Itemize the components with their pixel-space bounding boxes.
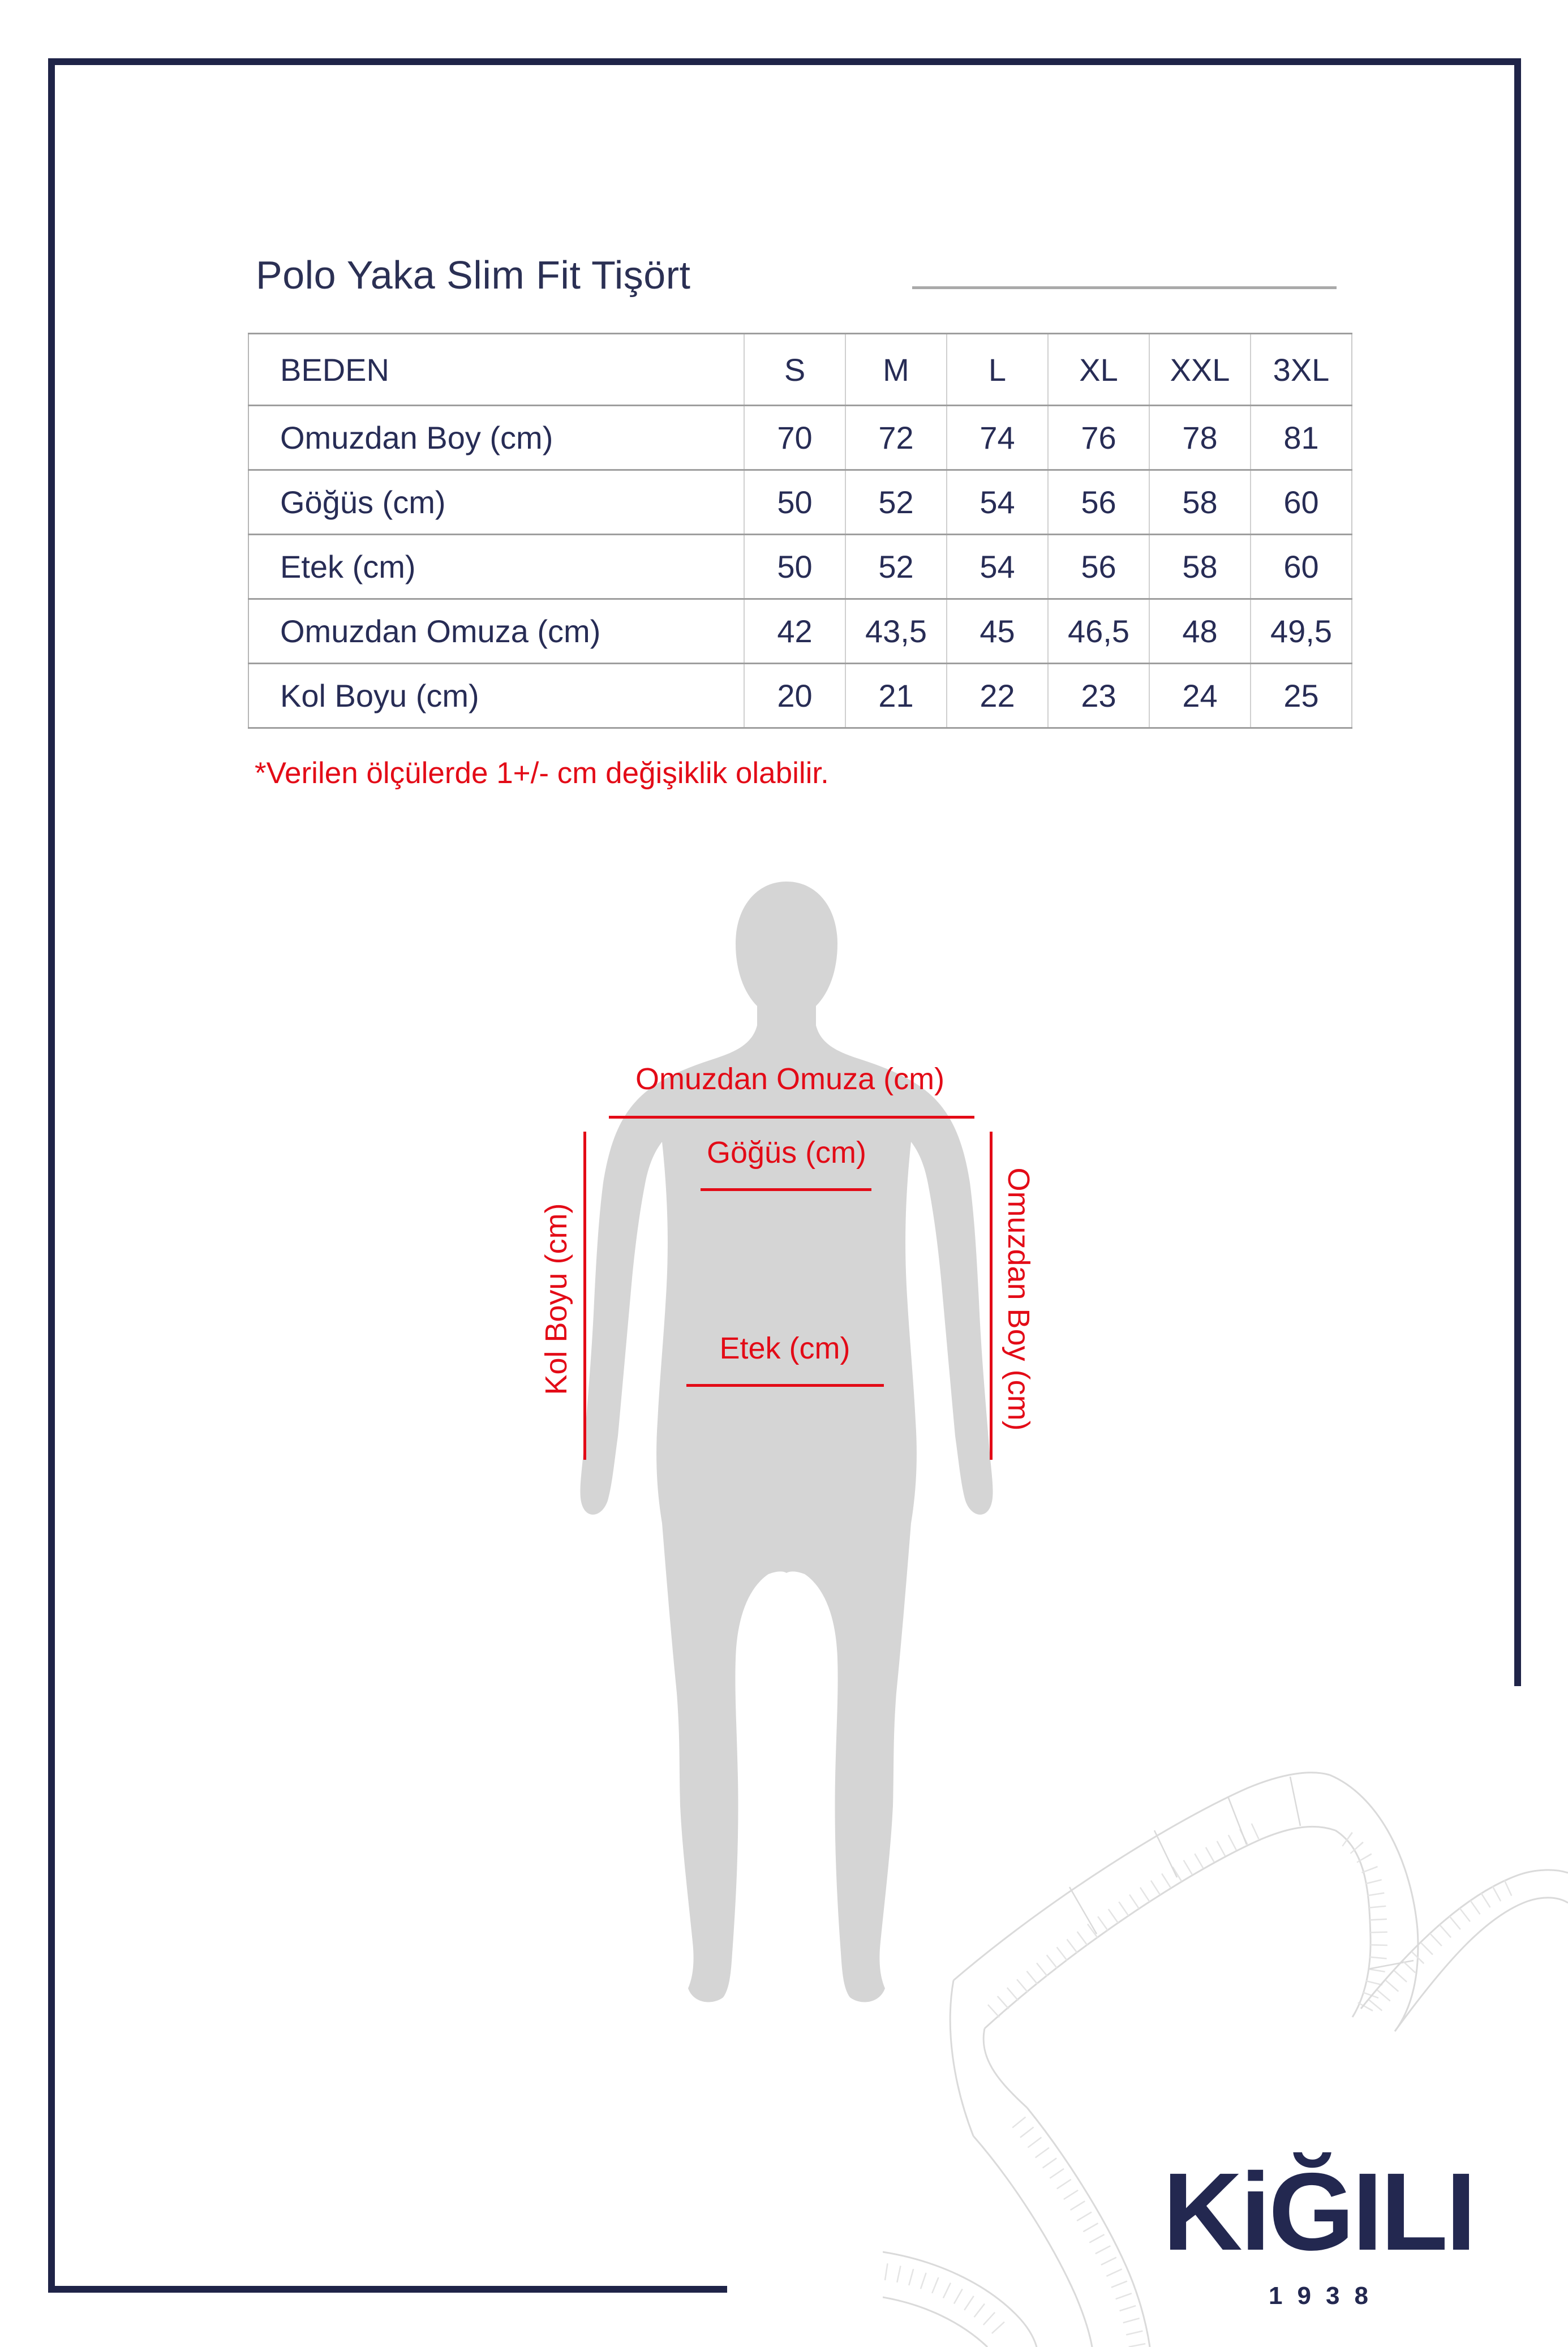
measurement-value: 23 [1047, 663, 1149, 728]
measurement-value: 43,5 [845, 598, 947, 664]
frame-left-line [48, 58, 55, 2293]
label-sleeve: Kol Boyu (cm) [539, 1203, 573, 1395]
label-shoulder-length: Omuzdan Boy (cm) [1002, 1167, 1036, 1431]
measurement-value: 50 [744, 534, 845, 599]
column-header-size: 3XL [1250, 333, 1352, 406]
measurement-value: 46,5 [1047, 598, 1149, 664]
frame-right-line [1514, 58, 1521, 1686]
brand-year: 1938 [1269, 2282, 1383, 2310]
line-hem [686, 1384, 884, 1387]
size-table-header-row: BEDEN S M L XL XXL 3XL [248, 333, 1352, 406]
measurement-value: 52 [845, 534, 947, 599]
measurement-value: 52 [845, 469, 947, 535]
line-chest [701, 1188, 871, 1191]
label-hem: Etek (cm) [719, 1331, 850, 1365]
measurement-value: 72 [845, 405, 947, 470]
measurement-value: 42 [744, 598, 845, 664]
measurement-value: 45 [946, 598, 1048, 664]
page-title: Polo Yaka Slim Fit Tişört [256, 253, 691, 297]
column-header-beden: BEDEN [280, 351, 389, 388]
line-sleeve [583, 1132, 586, 1460]
measurement-value: 50 [744, 469, 845, 535]
row-label: Kol Boyu (cm) [248, 663, 744, 728]
row-label: Omuzdan Omuza (cm) [248, 598, 744, 664]
line-shoulder-length [990, 1132, 993, 1460]
frame-top-line [48, 58, 1521, 65]
measurement-value: 70 [744, 405, 845, 470]
tolerance-note: *Verilen ölçülerde 1+/- cm değişiklik ol… [255, 756, 829, 790]
measurement-value: 48 [1149, 598, 1251, 664]
measurement-value: 58 [1149, 469, 1251, 535]
measurement-value: 81 [1250, 405, 1352, 470]
label-chest: Göğüs (cm) [706, 1136, 867, 1170]
table-row: Etek (cm) 50 52 54 56 58 60 [248, 534, 1352, 599]
measurement-value: 54 [946, 469, 1048, 535]
measurement-value: 78 [1149, 405, 1251, 470]
column-header-size: XL [1047, 333, 1149, 406]
measurement-value: 60 [1250, 469, 1352, 535]
measurement-value: 25 [1250, 663, 1352, 728]
measuring-tape-illustration [883, 1772, 1568, 2347]
table-row: Kol Boyu (cm) 20 21 22 23 24 25 [248, 663, 1352, 728]
measurement-value: 56 [1047, 469, 1149, 535]
label-shoulder-to-shoulder: Omuzdan Omuza (cm) [635, 1062, 945, 1096]
measurement-value: 74 [946, 405, 1048, 470]
measurement-value: 24 [1149, 663, 1251, 728]
row-label: Göğüs (cm) [248, 469, 744, 535]
row-label: Etek (cm) [248, 534, 744, 599]
table-row: Göğüs (cm) 50 52 54 56 58 60 [248, 469, 1352, 535]
body-silhouette [580, 882, 993, 2002]
column-header-size: L [946, 333, 1048, 406]
measurement-value: 49,5 [1250, 598, 1352, 664]
measurement-value: 21 [845, 663, 947, 728]
measurement-value: 20 [744, 663, 845, 728]
title-divider-line [912, 286, 1337, 289]
column-header-size: S [744, 333, 845, 406]
brand-block: KiĞILI 1938 [1103, 2157, 1533, 2310]
measurement-value: 22 [946, 663, 1048, 728]
measurement-value: 60 [1250, 534, 1352, 599]
measurement-value: 56 [1047, 534, 1149, 599]
size-table: BEDEN S M L XL XXL 3XL Omuzdan Boy (cm) 70 72 74 7… [248, 333, 1352, 729]
row-label: Omuzdan Boy (cm) [248, 405, 744, 470]
measurement-value: 58 [1149, 534, 1251, 599]
frame-bottom-line [48, 2286, 727, 2293]
column-header-size: XXL [1149, 333, 1251, 406]
column-header-size: M [845, 333, 947, 406]
table-row: Omuzdan Omuza (cm) 42 43,5 45 46,5 48 49,5 [248, 598, 1352, 664]
brand-logo: KiĞILI [1162, 2150, 1476, 2273]
measurement-value: 76 [1047, 405, 1149, 470]
measurement-value: 54 [946, 534, 1048, 599]
table-row: Omuzdan Boy (cm) 70 72 74 76 78 81 [248, 405, 1352, 470]
line-shoulder-to-shoulder [609, 1116, 974, 1119]
